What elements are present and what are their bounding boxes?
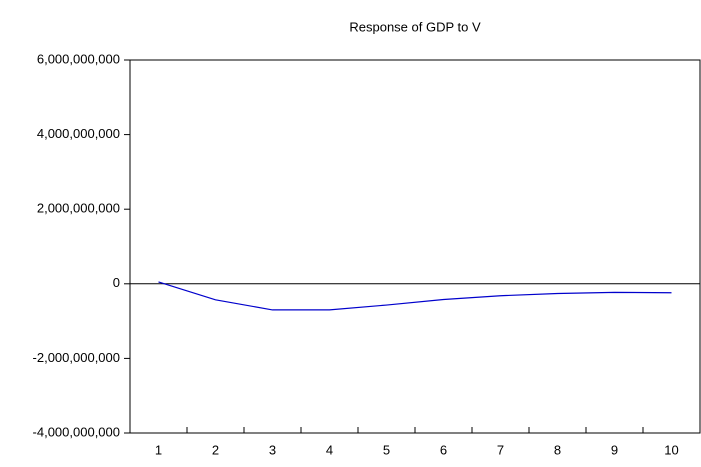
y-tick-label: 6,000,000,000 (37, 51, 120, 66)
x-tick-label: 1 (155, 442, 162, 457)
x-tick-label: 6 (440, 442, 447, 457)
y-tick-label: 2,000,000,000 (37, 201, 120, 216)
x-tick-label: 7 (497, 442, 504, 457)
y-tick-label: 4,000,000,000 (37, 126, 120, 141)
plot-frame (129, 59, 701, 434)
x-tick-label: 4 (326, 442, 333, 457)
y-tick-label: -2,000,000,000 (33, 350, 120, 365)
x-tick-label: 10 (664, 442, 678, 457)
x-tick-label: 2 (212, 442, 219, 457)
x-tick-label: 3 (269, 442, 276, 457)
y-tick-label: -4,000,000,000 (33, 424, 120, 439)
x-tick-label: 9 (611, 442, 618, 457)
x-tick-label: 8 (554, 442, 561, 457)
chart-title: Response of GDP to V (349, 19, 481, 34)
y-tick-label: 0 (113, 275, 120, 290)
x-tick-label: 5 (383, 442, 390, 457)
series-line (158, 281, 672, 311)
